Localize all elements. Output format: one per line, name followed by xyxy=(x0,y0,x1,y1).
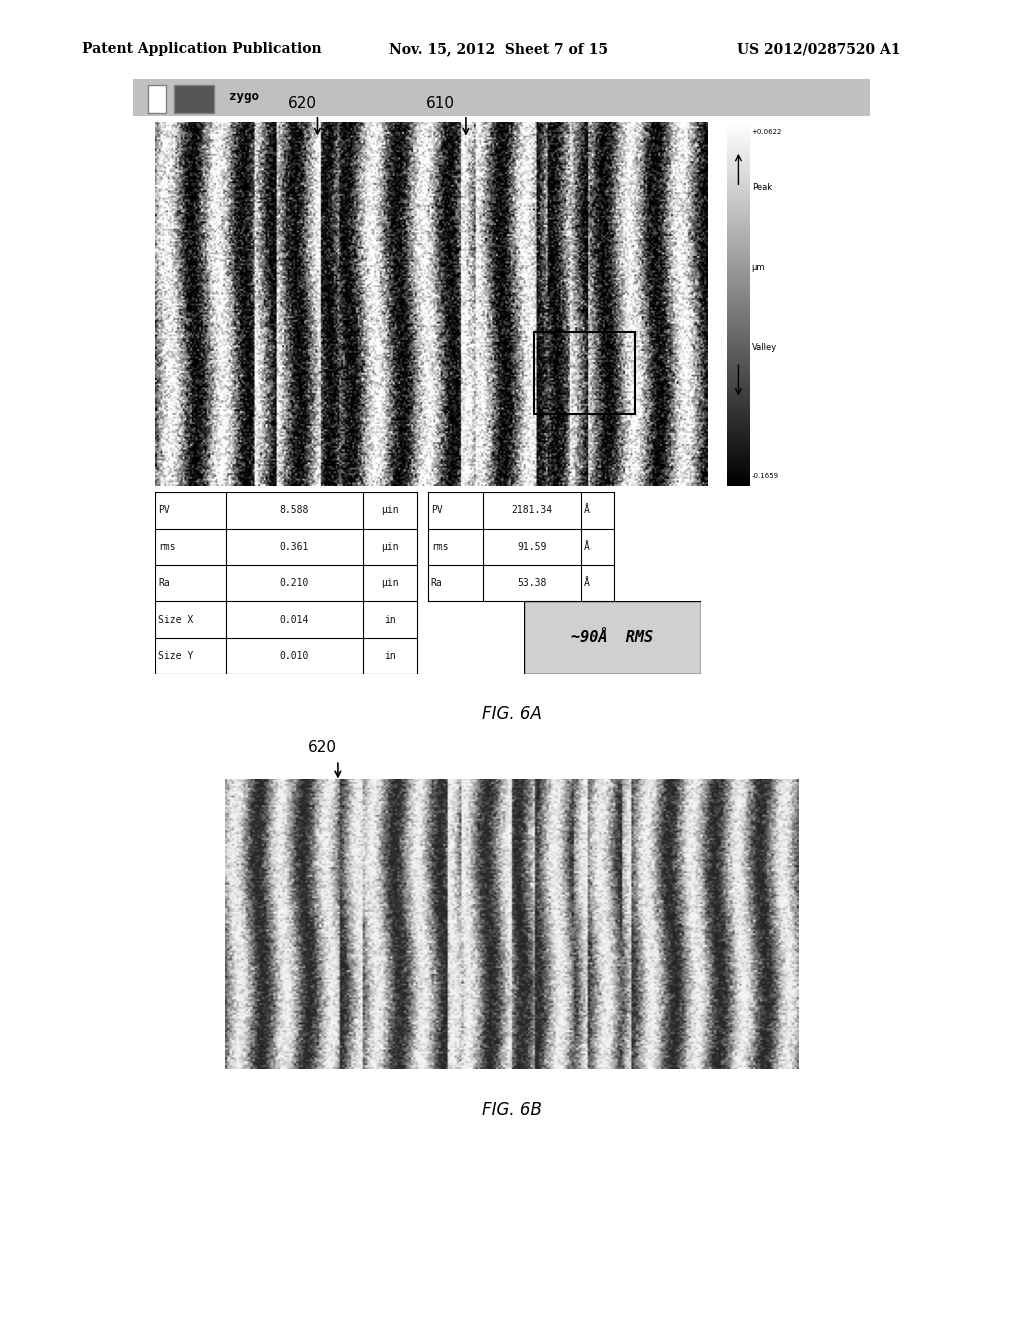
Text: μin: μin xyxy=(381,578,398,589)
Text: rms: rms xyxy=(431,541,449,552)
Text: 0.210: 0.210 xyxy=(280,578,309,589)
Text: Å: Å xyxy=(584,541,590,552)
Text: FIG. 6A: FIG. 6A xyxy=(482,705,542,723)
Text: Nov. 15, 2012  Sheet 7 of 15: Nov. 15, 2012 Sheet 7 of 15 xyxy=(389,42,608,57)
Text: μin: μin xyxy=(381,506,398,515)
Text: Peak: Peak xyxy=(752,182,772,191)
Bar xyxy=(535,333,635,414)
Text: FIG. 6B: FIG. 6B xyxy=(482,1101,542,1119)
Text: 610: 610 xyxy=(426,96,455,111)
Text: Valley: Valley xyxy=(752,343,777,352)
Text: Ra: Ra xyxy=(158,578,170,589)
Text: rms: rms xyxy=(158,541,175,552)
Text: μin: μin xyxy=(381,541,398,552)
Text: Size Y: Size Y xyxy=(158,651,194,661)
Text: Å: Å xyxy=(584,578,590,589)
Text: 0.010: 0.010 xyxy=(280,651,309,661)
Text: Size X: Size X xyxy=(158,615,194,624)
Text: ~90Å  RMS: ~90Å RMS xyxy=(571,631,653,645)
Text: in: in xyxy=(384,615,395,624)
Text: Ra: Ra xyxy=(431,578,442,589)
Text: PV: PV xyxy=(431,506,442,515)
Text: 2181.34: 2181.34 xyxy=(511,506,552,515)
Bar xyxy=(174,86,214,112)
FancyBboxPatch shape xyxy=(133,79,870,116)
Text: 0.361: 0.361 xyxy=(280,541,309,552)
Text: Å: Å xyxy=(584,506,590,515)
Text: PV: PV xyxy=(158,506,170,515)
Text: 53.38: 53.38 xyxy=(517,578,547,589)
Text: +0.0622: +0.0622 xyxy=(752,129,782,135)
Text: zygo: zygo xyxy=(229,90,259,103)
Text: 8.588: 8.588 xyxy=(280,506,309,515)
Text: in: in xyxy=(384,651,395,661)
Text: 620: 620 xyxy=(308,741,337,755)
Text: US 2012/0287520 A1: US 2012/0287520 A1 xyxy=(737,42,901,57)
Text: 91.59: 91.59 xyxy=(517,541,547,552)
Bar xyxy=(147,86,166,112)
Text: 620: 620 xyxy=(288,96,316,111)
Text: Patent Application Publication: Patent Application Publication xyxy=(82,42,322,57)
Text: 0.014: 0.014 xyxy=(280,615,309,624)
Text: -0.1659: -0.1659 xyxy=(752,473,779,479)
Text: μm: μm xyxy=(752,263,765,272)
